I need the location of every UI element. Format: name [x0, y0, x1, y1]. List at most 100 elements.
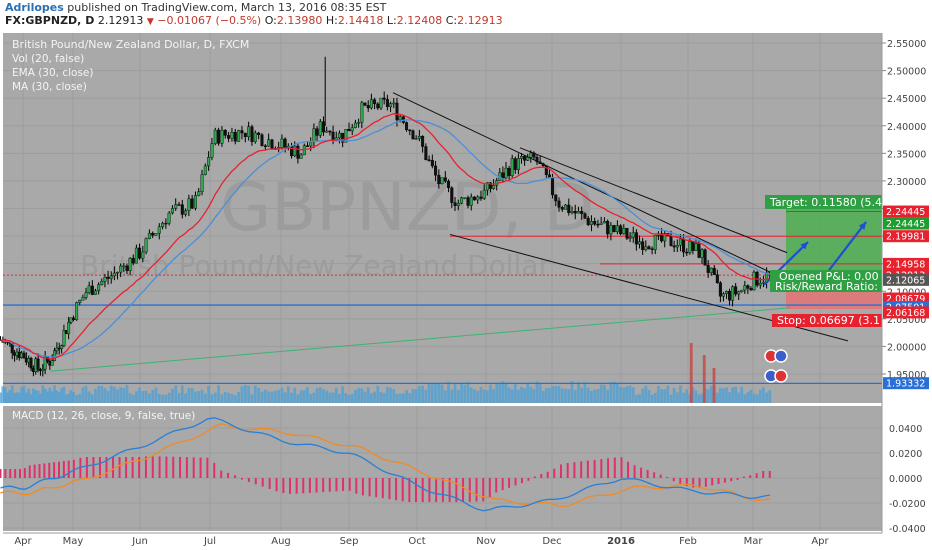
histogram-bar — [98, 457, 101, 478]
candle-down — [29, 358, 33, 369]
volume-bar — [109, 385, 113, 403]
volume-bar — [138, 387, 141, 403]
candle-down — [580, 211, 584, 214]
volume-bar — [379, 391, 383, 403]
histogram-bar — [9, 469, 12, 478]
volume-bar — [141, 391, 145, 403]
volume-bar — [672, 388, 676, 403]
volume-bar — [296, 394, 300, 403]
volume-bar — [48, 387, 52, 403]
down-arrow-icon: ▼ — [146, 17, 154, 27]
close-value: 2.12913 — [457, 14, 503, 27]
volume-bar — [203, 393, 207, 403]
time-label: Feb — [679, 536, 697, 547]
volume-bar — [64, 394, 68, 403]
volume-bar — [270, 391, 274, 403]
candle-down — [641, 241, 645, 250]
candle-up — [350, 127, 354, 132]
event-markers[interactable] — [764, 349, 788, 383]
volume-bar — [440, 384, 444, 403]
time-label: May — [63, 536, 84, 547]
risk-reward-box[interactable] — [770, 280, 882, 292]
candle-down — [36, 358, 40, 370]
volume-bar — [154, 387, 158, 403]
signal-line — [0, 423, 770, 508]
histogram-bar — [151, 456, 154, 478]
volume-bar — [366, 387, 370, 403]
volume-bar — [395, 393, 399, 403]
time-axis[interactable]: Apr May Jun Jul Aug Sep Oct Nov Dec 2016 Feb Mar Apr — [14, 536, 829, 547]
author-link[interactable]: Adrilopes — [5, 1, 64, 14]
candle-up — [638, 241, 642, 245]
histogram-bar — [158, 456, 161, 478]
volume-bar — [13, 393, 16, 403]
opened-pl-box[interactable] — [770, 270, 882, 283]
candle-up — [93, 290, 97, 295]
volume-bar — [768, 390, 772, 403]
candle-down — [233, 131, 237, 142]
candle-up — [122, 265, 126, 268]
volume-bar — [551, 386, 554, 403]
candle-down — [223, 129, 227, 136]
histogram-bar — [762, 471, 765, 478]
candle-down — [472, 196, 476, 201]
histogram-bar — [289, 478, 292, 494]
volume-bar — [325, 390, 329, 403]
volume-bar — [417, 385, 421, 403]
volume-bar — [315, 388, 319, 403]
histogram-bar — [138, 457, 141, 478]
histogram-bar — [206, 457, 209, 478]
volume-bar — [520, 386, 523, 403]
price-tag-label: 1.93332 — [886, 379, 925, 390]
candle-up — [253, 132, 257, 142]
volume-bar — [72, 392, 75, 403]
candle-up — [203, 165, 207, 175]
candle-up — [353, 122, 357, 128]
candle-up — [504, 167, 508, 179]
candle-up — [529, 152, 533, 158]
arrow-head — [800, 242, 808, 250]
candle-up — [631, 232, 635, 238]
candle-down — [447, 180, 451, 188]
candle-up — [678, 238, 682, 246]
candle-up — [622, 227, 626, 235]
volume-bar — [103, 388, 107, 403]
candle-down — [434, 165, 438, 176]
uk-flag-icon-2[interactable] — [774, 369, 788, 383]
price-tick-label: 2.45000 — [887, 94, 926, 105]
volume-bar — [290, 392, 293, 403]
candle-up — [84, 292, 88, 298]
nz-flag-icon[interactable] — [774, 349, 788, 363]
candle-up — [456, 203, 460, 206]
ema-legend: EMA (30, close) — [12, 67, 94, 79]
candle-up — [688, 241, 692, 253]
candle-down — [138, 247, 142, 259]
candle-down — [376, 103, 380, 109]
volume-bar — [385, 386, 389, 403]
candle-up — [170, 208, 174, 214]
candle-down — [217, 129, 221, 144]
candle-up — [210, 143, 214, 158]
candle-up — [440, 177, 444, 185]
macd-pane[interactable] — [3, 406, 882, 531]
histogram-bar — [261, 478, 264, 487]
volume-bar — [634, 394, 638, 403]
volume-bar — [510, 389, 514, 403]
high-label: H: — [325, 14, 338, 27]
candle-up — [485, 182, 489, 191]
candle-down — [557, 200, 561, 208]
price-pane[interactable] — [3, 33, 882, 403]
volume-spike — [712, 368, 716, 403]
volume-bar — [197, 391, 201, 403]
volume-bar — [180, 385, 184, 403]
histogram-bar — [527, 478, 530, 481]
volume-bar — [456, 390, 460, 403]
volume-bar — [328, 392, 332, 403]
histogram-bar — [600, 459, 603, 478]
target-label-box[interactable] — [765, 195, 882, 209]
histogram-bar — [755, 473, 758, 478]
ma-line — [0, 119, 770, 358]
candle-up — [675, 244, 679, 248]
stop-label-box[interactable] — [772, 314, 882, 327]
